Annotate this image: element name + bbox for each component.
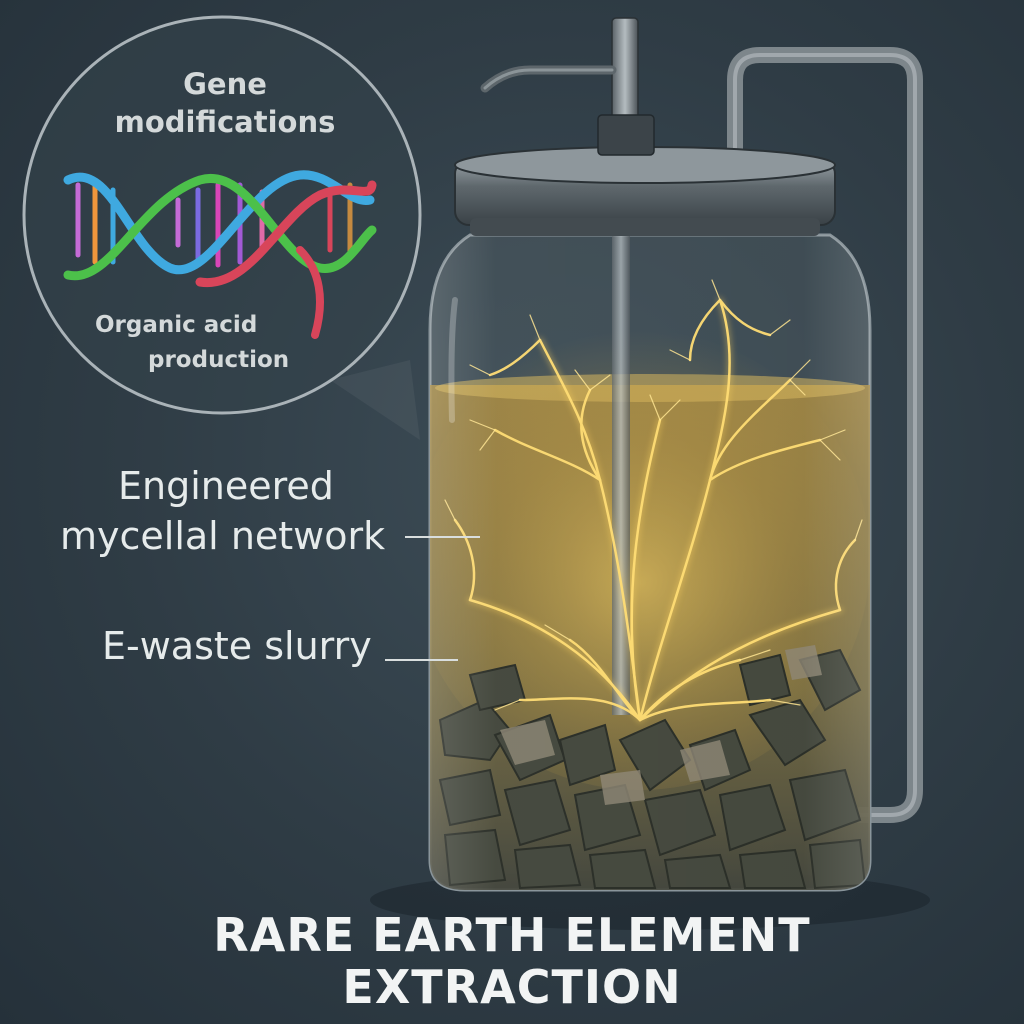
gene-callout — [22, 15, 422, 440]
callout-title-line1: Gene — [183, 67, 267, 101]
mycelial-label-line1: Engineered — [118, 464, 334, 508]
main-title-line1: RARE EARTH ELEMENT — [213, 908, 811, 962]
dna-helix-icon — [63, 170, 377, 339]
main-title-line2: EXTRACTION — [342, 960, 682, 1014]
glass-jar — [428, 233, 872, 892]
slurry-label: E-waste slurry — [102, 624, 372, 668]
mycelial-label-line2: mycellal network — [60, 514, 386, 558]
callout-sub-line2: production — [148, 347, 290, 373]
callout-sub-line1: Organic acid — [95, 312, 258, 338]
dispenser-pump — [480, 17, 655, 156]
jar-lid — [454, 146, 836, 236]
callout-title-line2: modifications — [114, 105, 336, 139]
